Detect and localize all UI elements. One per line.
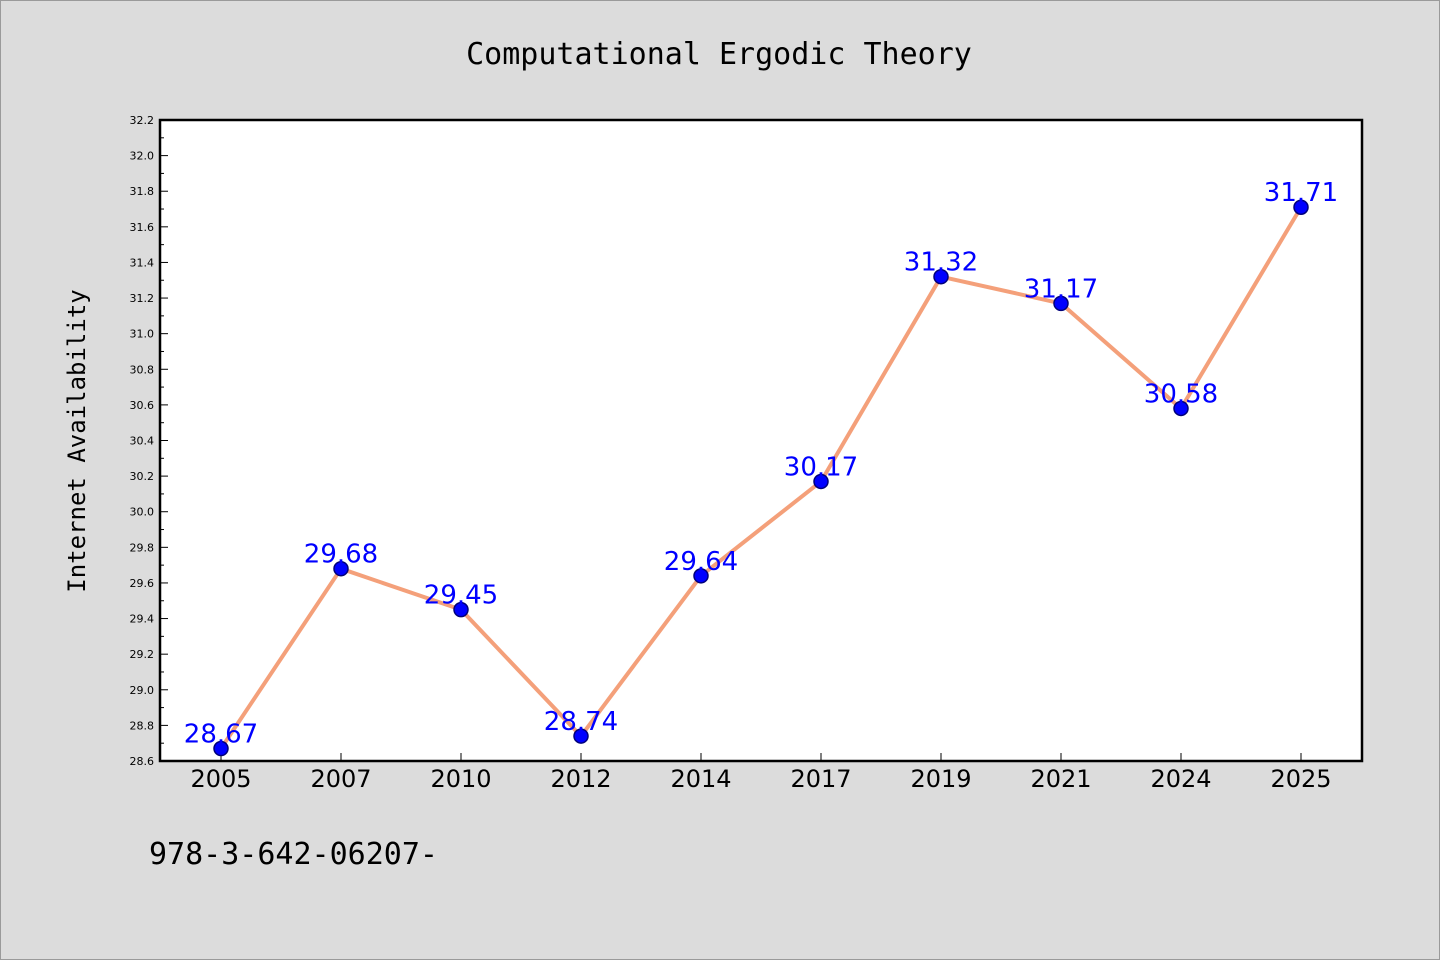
y-tick-label: 31.6 xyxy=(130,221,155,234)
chart-title: Computational Ergodic Theory xyxy=(466,37,972,72)
footer-isbn: 978-3-642-06207- xyxy=(149,837,438,872)
data-label: 29.68 xyxy=(304,540,378,570)
series-line xyxy=(219,205,1303,751)
data-label: 31.17 xyxy=(1024,274,1098,304)
x-tick-label: 2007 xyxy=(310,765,371,793)
x-tick-label: 2019 xyxy=(910,765,971,793)
y-tick-label: 29.2 xyxy=(130,648,155,661)
data-labels: 28.67 29.68 29.45 28.74 29.64 30.17 31.32 31.17… xyxy=(184,178,1338,749)
series-line-group xyxy=(219,205,1303,751)
data-point xyxy=(333,560,349,577)
x-tick-label: 2017 xyxy=(790,765,851,793)
x-tick-label: 2025 xyxy=(1270,765,1331,793)
x-tick-label: 2014 xyxy=(670,765,731,793)
y-tick-label: 32.0 xyxy=(130,150,155,163)
data-point xyxy=(933,268,949,285)
data-label: 30.58 xyxy=(1144,379,1218,409)
y-tick-label: 29.8 xyxy=(130,541,155,554)
data-label: 29.64 xyxy=(664,547,738,577)
data-point xyxy=(813,473,829,490)
y-tick-label: 30.0 xyxy=(130,506,155,519)
data-point xyxy=(573,728,589,744)
y-tick-label: 30.8 xyxy=(130,363,155,376)
y-tick-label: 30.6 xyxy=(130,399,155,412)
data-label: 28.74 xyxy=(544,707,618,737)
data-point xyxy=(1173,400,1189,417)
plot-area xyxy=(160,120,1362,761)
x-tick-label: 2010 xyxy=(430,765,491,793)
data-label: 31.71 xyxy=(1264,178,1338,208)
x-tick-label: 2021 xyxy=(1030,765,1091,793)
data-label: 29.45 xyxy=(424,581,498,611)
y-tick-label: 29.4 xyxy=(130,613,155,626)
y-tick-label: 31.0 xyxy=(130,328,155,341)
y-tick-label: 31.2 xyxy=(130,292,155,305)
y-tick-label: 29.6 xyxy=(130,577,155,590)
data-label: 28.67 xyxy=(184,720,258,750)
plot-frame xyxy=(158,118,1364,763)
x-tick-label: 2005 xyxy=(190,765,251,793)
data-point xyxy=(1053,295,1069,312)
data-label: 30.17 xyxy=(784,452,858,482)
data-point xyxy=(1293,199,1309,215)
y-tick-label: 28.6 xyxy=(130,755,155,768)
data-point xyxy=(693,568,709,584)
x-tick-label: 2012 xyxy=(550,765,611,793)
y-tick-label: 31.4 xyxy=(130,256,155,269)
data-point xyxy=(453,601,469,618)
y-tick-label: 29.0 xyxy=(130,684,155,697)
data-label: 31.32 xyxy=(904,248,978,278)
y-tick-label: 30.2 xyxy=(130,470,155,483)
x-axis-ticks: 2005 2007 2010 2012 2014 2017 2019 2021 2024 2025 xyxy=(190,753,1332,793)
y-tick-label: 28.8 xyxy=(130,719,155,732)
y-tick-label: 30.4 xyxy=(130,435,155,448)
y-tick-label: 32.2 xyxy=(130,114,155,127)
data-points xyxy=(213,199,1309,757)
y-axis-label: Internet Availability xyxy=(63,289,91,592)
y-axis-ticks: 28.6 28.8 29.0 29.2 29.4 29.6 29.8 30.0 30.2 30.4… xyxy=(130,114,168,768)
data-point xyxy=(213,740,229,757)
y-tick-label: 31.8 xyxy=(130,185,155,198)
x-tick-label: 2024 xyxy=(1150,765,1211,793)
